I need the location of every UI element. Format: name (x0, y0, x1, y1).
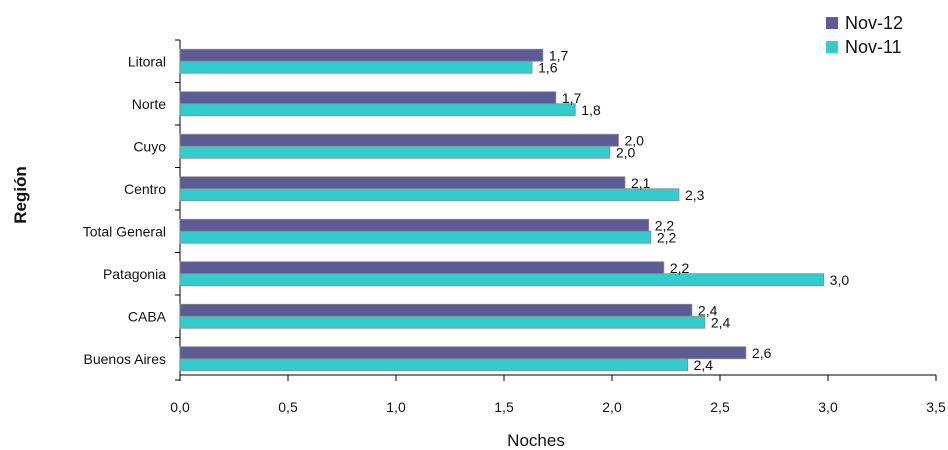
data-label: 1,8 (581, 102, 601, 118)
data-label: 2,6 (752, 345, 772, 361)
bar-nov-11 (180, 146, 610, 158)
x-tick-label: 2,0 (602, 399, 622, 415)
data-label: 2,1 (631, 175, 651, 191)
legend-label: Nov-12 (845, 13, 903, 33)
bar-nov-12 (180, 49, 543, 61)
legend-swatch (826, 17, 838, 29)
x-tick-label: 0,5 (278, 399, 298, 415)
bar-nov-12 (180, 347, 746, 359)
data-label: 1,6 (538, 59, 558, 75)
data-label: 2,0 (616, 144, 636, 160)
x-axis-title: Noches (507, 431, 565, 450)
y-axis-title: Región (11, 166, 30, 224)
data-label: 1,7 (562, 90, 582, 106)
bar-nov-12 (180, 92, 556, 104)
bar-nov-11 (180, 274, 824, 286)
bar-nov-11 (180, 231, 651, 243)
data-label: 2,4 (694, 357, 714, 373)
x-tick-label: 1,0 (386, 399, 406, 415)
bar-nov-11 (180, 359, 688, 371)
bar-nov-12 (180, 219, 649, 231)
category-label: Total General (83, 223, 166, 239)
legend-label: Nov-11 (845, 37, 902, 57)
x-tick-label: 1,5 (494, 399, 514, 415)
category-label: CABA (128, 308, 167, 324)
x-tick-label: 3,5 (926, 399, 946, 415)
data-label: 3,0 (830, 272, 850, 288)
legend-swatch (826, 41, 838, 53)
bar-nov-11 (180, 61, 532, 73)
bar-nov-12 (180, 262, 664, 274)
category-label: Centro (124, 181, 166, 197)
data-label: 2,2 (670, 260, 690, 276)
bar-nov-11 (180, 316, 705, 328)
category-label: Litoral (128, 53, 166, 69)
x-tick-label: 3,0 (818, 399, 838, 415)
category-label: Cuyo (133, 138, 166, 154)
data-label: 2,3 (685, 187, 705, 203)
data-label: 2,4 (711, 314, 731, 330)
x-tick-label: 0,0 (170, 399, 190, 415)
category-label: Buenos Aires (84, 351, 167, 367)
bar-nov-11 (180, 189, 679, 201)
bar-nov-12 (180, 304, 692, 316)
bar-nov-11 (180, 104, 575, 116)
bar-nov-12 (180, 134, 618, 146)
data-label: 2,2 (657, 229, 677, 245)
category-label: Patagonia (103, 266, 166, 282)
category-label: Norte (132, 96, 166, 112)
legend: Nov-12 Nov-11 (826, 13, 903, 57)
bar-nov-12 (180, 177, 625, 189)
x-tick-label: 2,5 (710, 399, 730, 415)
